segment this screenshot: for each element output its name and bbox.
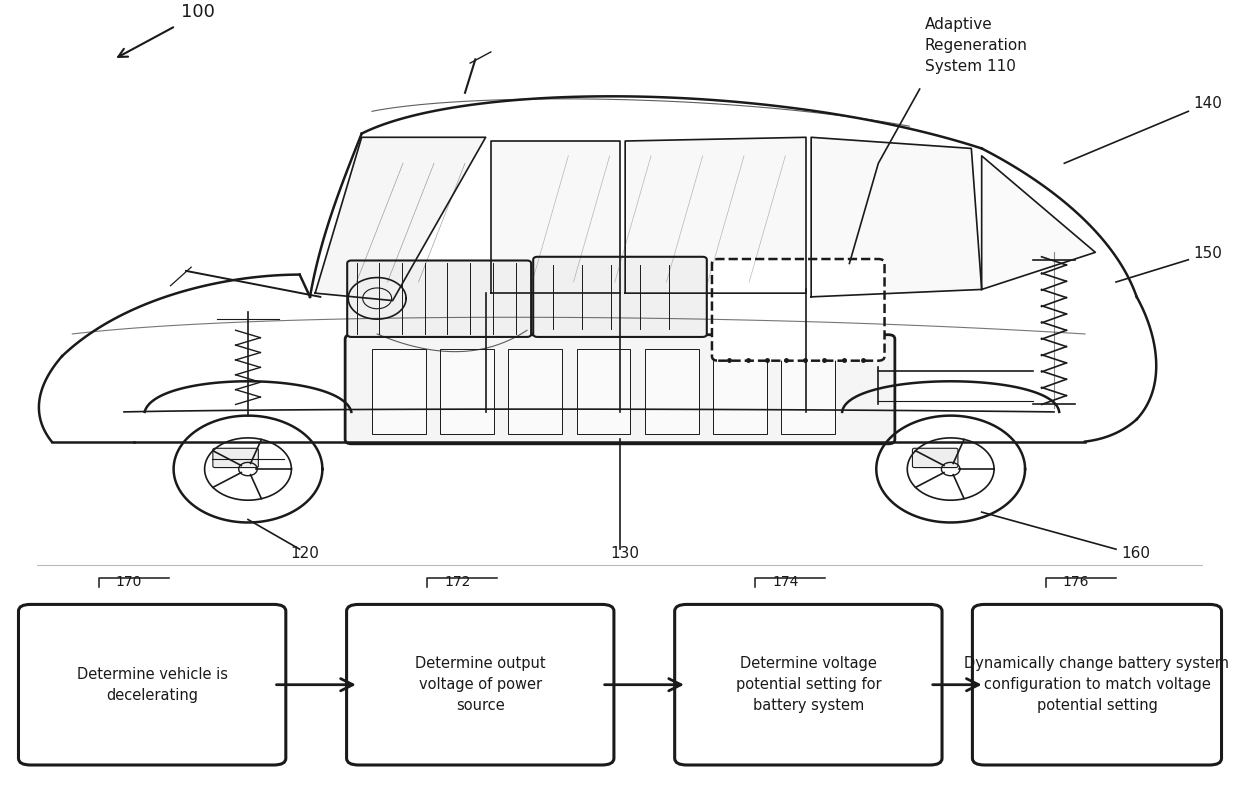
Text: Dynamically change battery system
configuration to match voltage
potential setti: Dynamically change battery system config… bbox=[965, 656, 1230, 713]
FancyBboxPatch shape bbox=[346, 604, 614, 765]
Text: 172: 172 bbox=[444, 575, 470, 588]
FancyBboxPatch shape bbox=[712, 259, 884, 361]
FancyBboxPatch shape bbox=[213, 448, 258, 468]
Text: 170: 170 bbox=[115, 575, 143, 588]
Text: Determine voltage
potential setting for
battery system: Determine voltage potential setting for … bbox=[735, 656, 882, 713]
Text: 160: 160 bbox=[1121, 546, 1151, 561]
Polygon shape bbox=[315, 137, 486, 301]
FancyBboxPatch shape bbox=[533, 257, 707, 337]
FancyBboxPatch shape bbox=[675, 604, 942, 765]
Bar bbox=[440, 349, 494, 435]
Text: Determine vehicle is
decelerating: Determine vehicle is decelerating bbox=[77, 667, 228, 703]
FancyBboxPatch shape bbox=[19, 604, 285, 765]
Bar bbox=[508, 349, 562, 435]
Polygon shape bbox=[982, 156, 1095, 289]
Bar bbox=[577, 349, 630, 435]
Bar bbox=[645, 349, 698, 435]
Text: 150: 150 bbox=[1193, 247, 1223, 261]
FancyBboxPatch shape bbox=[972, 604, 1221, 765]
Polygon shape bbox=[811, 137, 982, 297]
FancyBboxPatch shape bbox=[913, 448, 957, 468]
FancyBboxPatch shape bbox=[347, 260, 531, 337]
FancyBboxPatch shape bbox=[345, 335, 895, 444]
Text: 140: 140 bbox=[1193, 96, 1223, 110]
Text: 130: 130 bbox=[610, 546, 640, 561]
Polygon shape bbox=[491, 141, 620, 293]
Text: Determine output
voltage of power
source: Determine output voltage of power source bbox=[415, 656, 546, 713]
Bar bbox=[781, 349, 835, 435]
Text: 100: 100 bbox=[181, 3, 215, 21]
Polygon shape bbox=[625, 137, 806, 293]
Text: Adaptive
Regeneration
System 110: Adaptive Regeneration System 110 bbox=[925, 17, 1028, 75]
Text: 120: 120 bbox=[290, 546, 319, 561]
Text: 174: 174 bbox=[773, 575, 799, 588]
Bar bbox=[372, 349, 425, 435]
Text: 176: 176 bbox=[1063, 575, 1089, 588]
Bar bbox=[713, 349, 766, 435]
